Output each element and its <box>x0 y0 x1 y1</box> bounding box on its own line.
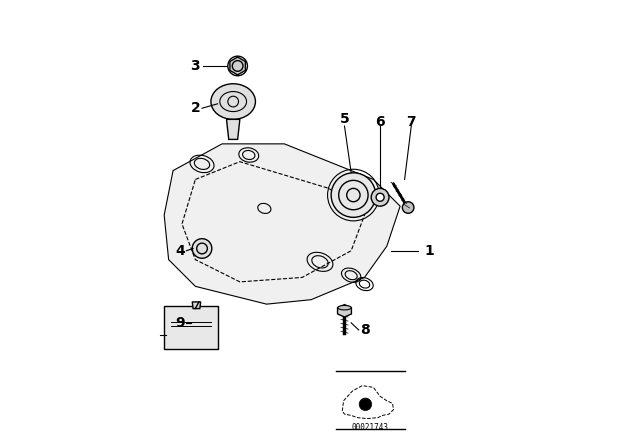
Polygon shape <box>227 119 240 139</box>
Text: 3: 3 <box>189 59 199 73</box>
Text: 5: 5 <box>340 112 349 126</box>
Text: 00021743: 00021743 <box>352 423 389 432</box>
Ellipse shape <box>211 84 255 119</box>
Ellipse shape <box>338 306 351 310</box>
Polygon shape <box>192 302 201 309</box>
Text: 8: 8 <box>360 323 369 337</box>
FancyBboxPatch shape <box>164 306 218 349</box>
Circle shape <box>192 239 212 258</box>
Circle shape <box>371 188 389 206</box>
Polygon shape <box>337 305 351 317</box>
Text: 2: 2 <box>191 101 200 115</box>
Text: 1: 1 <box>424 244 434 258</box>
Text: 4: 4 <box>175 244 184 258</box>
Circle shape <box>403 202 414 213</box>
Text: 7: 7 <box>406 115 416 129</box>
Circle shape <box>359 398 372 410</box>
Circle shape <box>331 173 376 217</box>
Circle shape <box>376 193 384 201</box>
Polygon shape <box>230 57 245 75</box>
Text: 6: 6 <box>375 115 385 129</box>
Polygon shape <box>164 144 400 304</box>
Text: 9: 9 <box>175 316 184 330</box>
